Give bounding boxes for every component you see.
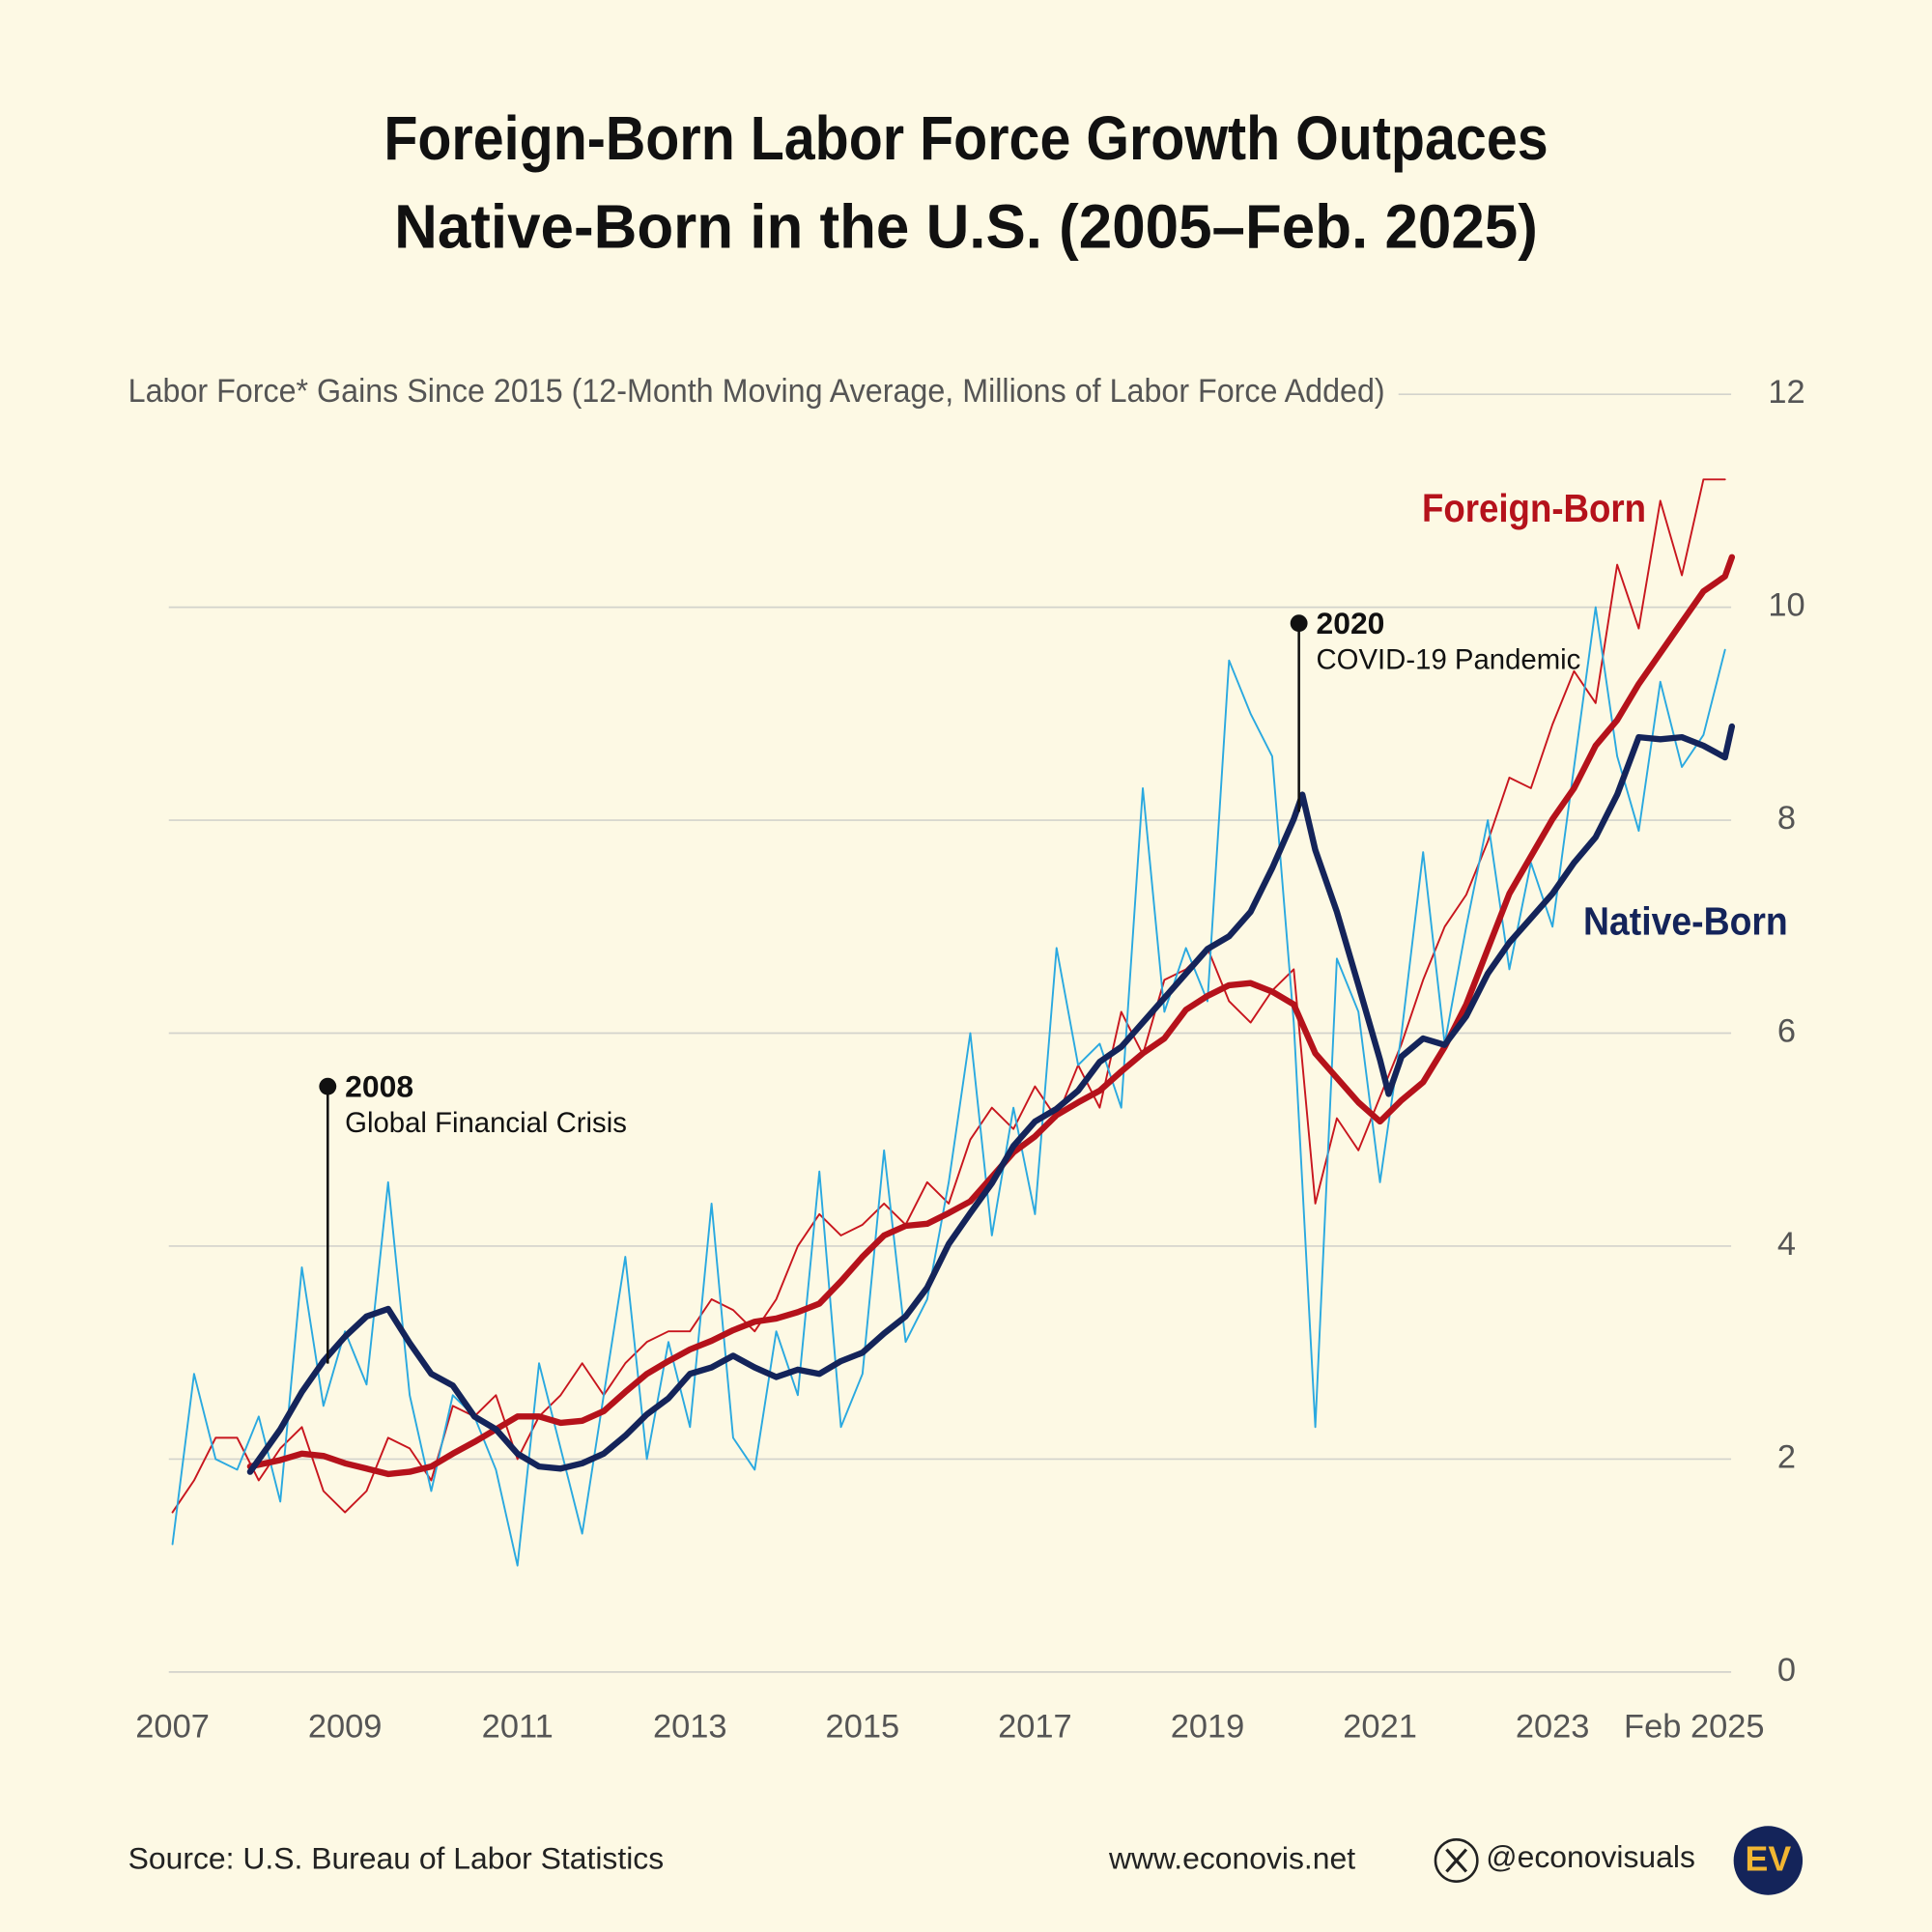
annotation-marker [1290, 614, 1308, 633]
x-icon [1434, 1838, 1479, 1883]
chart-title: Native-Born in the U.S. (2005–Feb. 2025) [394, 192, 1538, 262]
logo-circle [1733, 1826, 1804, 1895]
x-tick-label: 2011 [482, 1709, 554, 1746]
x-tick-label: 2019 [1171, 1709, 1245, 1746]
x-tick-label: 2007 [135, 1709, 210, 1746]
logo: EV [1746, 1840, 1792, 1879]
y-tick-label: 10 [1768, 587, 1804, 624]
website: www.econovis.net [1108, 1840, 1355, 1875]
y-tick-label: 0 [1777, 1652, 1796, 1689]
annotation-label: 2008 [345, 1069, 413, 1104]
y-axis-title: Labor Force* Gains Since 2015 (12-Month … [128, 373, 1385, 410]
plot [171, 478, 1736, 1567]
moving-average-line [246, 723, 1736, 1475]
x-tick-label: 2015 [826, 1709, 900, 1746]
chart-title: Foreign-Born Labor Force Growth Outpaces [384, 103, 1548, 173]
handle: @econovisuals [1486, 1839, 1695, 1874]
y-tick-label: 4 [1777, 1226, 1796, 1263]
monthly-line [171, 478, 1726, 1514]
annotation-marker [319, 1077, 337, 1095]
annotation-text: Global Financial Crisis [345, 1107, 627, 1139]
x-tick-label: 2013 [653, 1709, 727, 1746]
x-tick-label: Feb 2025 [1624, 1709, 1764, 1746]
axis-title-bg [117, 364, 1399, 424]
annotation-text: COVID-19 Pandemic [1316, 643, 1580, 675]
x-tick-label: 2021 [1343, 1709, 1417, 1746]
x-tick-label: 2017 [998, 1709, 1072, 1746]
x-tick-label: 2009 [308, 1709, 383, 1746]
y-tick-label: 12 [1768, 374, 1804, 411]
y-tick-label: 2 [1777, 1439, 1796, 1476]
x-tick-label: 2023 [1516, 1709, 1590, 1746]
monthly-line [171, 606, 1726, 1567]
annotation-label: 2020 [1316, 606, 1384, 640]
y-tick-label: 8 [1777, 800, 1796, 837]
series-label: Native-Born [1583, 898, 1788, 943]
series-label: Foreign-Born [1422, 486, 1646, 530]
y-tick-label: 6 [1777, 1013, 1796, 1050]
source: Source: U.S. Bureau of Labor Statistics [128, 1840, 665, 1875]
